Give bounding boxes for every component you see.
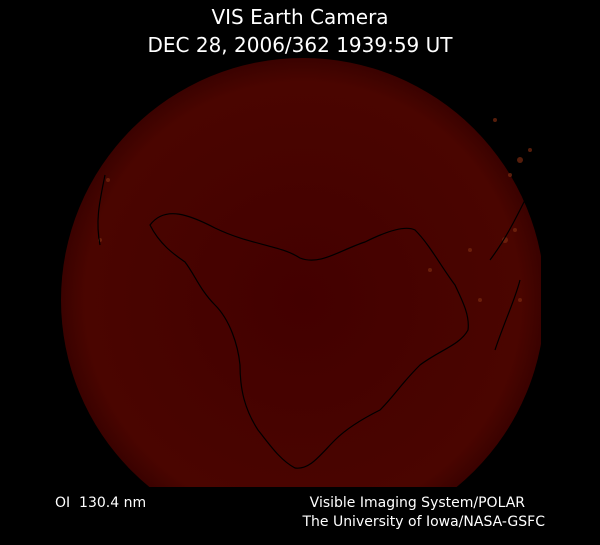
title: VIS Earth Camera [211,5,388,29]
earth-disc [61,58,541,487]
filter-label: OI 130.4 nm [55,495,146,511]
coastlines [97,169,541,469]
earth-image [61,58,541,487]
timestamp: DEC 28, 2006/362 1939:59 UT [148,33,454,57]
credit-line: Visible Imaging System/POLAR [310,495,526,511]
credit-line: The University of Iowa/NASA-GSFC [301,514,545,530]
